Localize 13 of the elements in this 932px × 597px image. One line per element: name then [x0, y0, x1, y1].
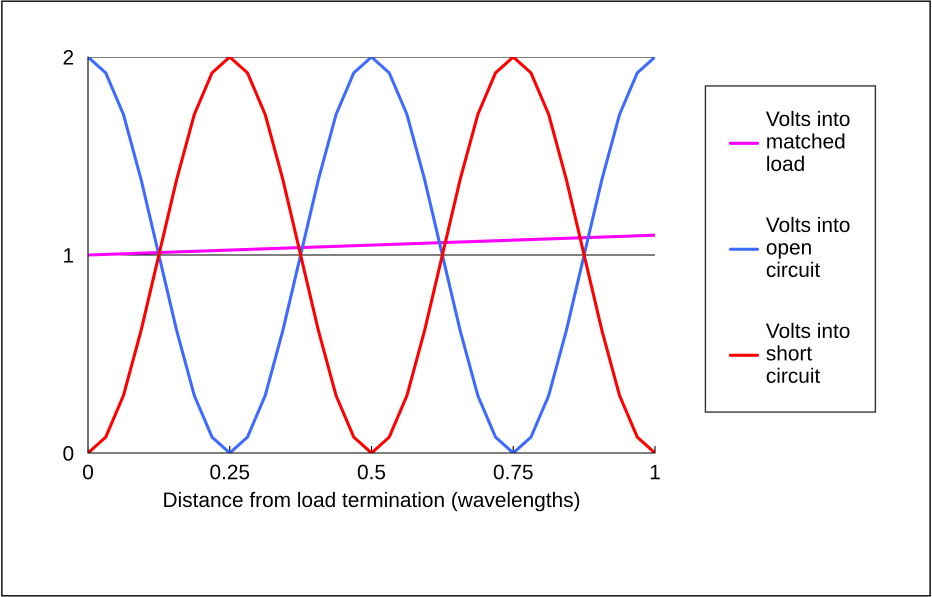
x-tick-label: 0.75	[494, 464, 533, 480]
x-tick-label: 0.5	[358, 464, 386, 480]
line-series	[88, 57, 655, 453]
x-tick-label: 0.25	[210, 464, 250, 480]
y-tick-label: 0	[63, 446, 74, 461]
legend-label: Volts into short circuit	[766, 322, 850, 383]
x-axis-title: Distance from load termination (wavelengths)	[164, 492, 580, 512]
y-tick-label: 2	[64, 50, 74, 65]
legend-label: Volts into matched load	[766, 110, 850, 172]
x-tick-label: 0	[83, 464, 93, 480]
legend-label: Volts into open circuit	[766, 216, 850, 278]
x-tick-label: 1	[650, 464, 660, 480]
y-tick-label: 1	[64, 248, 74, 263]
